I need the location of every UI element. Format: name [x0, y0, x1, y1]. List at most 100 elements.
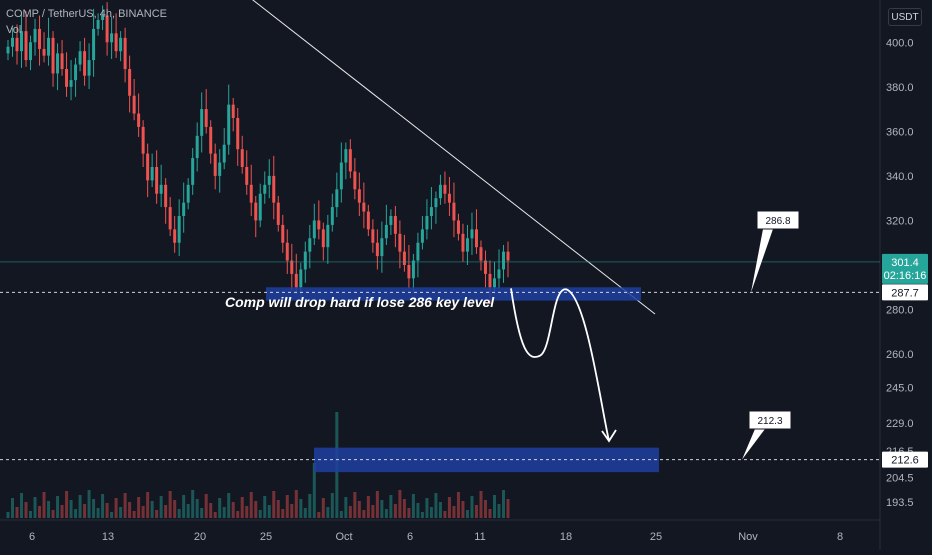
candle-body — [15, 37, 19, 52]
volume-bar — [393, 504, 397, 518]
volume-bar — [209, 503, 213, 518]
volume-bar — [204, 494, 208, 518]
volume-bar — [74, 509, 78, 518]
volume-bar — [20, 493, 24, 518]
volume-bar — [339, 511, 343, 518]
x-tick-label: 8 — [837, 531, 843, 543]
candle-body — [402, 251, 406, 265]
analysis-annotation: Comp will drop hard if lose 286 key leve… — [225, 294, 495, 310]
candle-body — [209, 126, 213, 154]
volume-bar — [290, 504, 294, 518]
candle-body — [110, 33, 114, 43]
volume-bar — [227, 493, 231, 518]
volume-bar — [420, 512, 424, 518]
volume-bar — [276, 500, 280, 518]
candle-body — [20, 31, 24, 52]
candle-body — [114, 33, 118, 52]
volume-bar — [218, 498, 222, 518]
candle-body — [501, 251, 505, 270]
volume-bar — [303, 508, 307, 518]
volume-bar — [294, 490, 298, 518]
candle-body — [389, 216, 393, 225]
candle-body — [398, 233, 402, 252]
volume-bar — [137, 497, 141, 518]
volume-bar — [119, 507, 123, 518]
candle-body — [231, 104, 235, 118]
volume-bar — [258, 510, 262, 518]
volume-legend: Vol — [6, 24, 22, 36]
candle-body — [339, 162, 343, 190]
volume-bar — [425, 498, 429, 518]
volume-bar — [105, 503, 109, 518]
candle-body — [92, 28, 96, 61]
candle-body — [375, 242, 379, 257]
volume-bar — [308, 494, 312, 518]
volume-bar — [128, 502, 132, 518]
candle-body — [240, 149, 244, 167]
volume-bar — [132, 511, 136, 518]
y-tick-label: 229.0 — [886, 418, 914, 430]
candle-body — [353, 171, 357, 190]
callout-second: 212.3 — [742, 410, 792, 460]
volume-bar — [263, 496, 267, 518]
candle-body — [312, 220, 316, 239]
price-tag-box — [882, 253, 928, 284]
candle-body — [362, 202, 366, 212]
y-tick-label: 193.5 — [886, 497, 914, 509]
candle-body — [78, 51, 82, 65]
volume-bar — [371, 505, 375, 518]
candle-body — [290, 260, 294, 274]
volume-bar — [483, 500, 487, 518]
candle-body — [380, 238, 384, 257]
volume-bar — [344, 497, 348, 518]
candle-body — [83, 51, 87, 76]
candle-body — [483, 260, 487, 274]
volume-bar — [443, 511, 447, 518]
volume-bar — [33, 497, 37, 518]
callout-box — [756, 210, 800, 230]
volume-bar — [60, 505, 64, 518]
callout-box — [748, 410, 792, 430]
volume-bar — [348, 506, 352, 518]
x-tick-label: Nov — [738, 531, 758, 543]
volume-bar — [321, 498, 325, 518]
volume-bar — [375, 491, 379, 518]
candle-body — [348, 149, 352, 172]
candle-body — [47, 37, 51, 56]
candle-body — [276, 202, 280, 225]
volume-bar — [240, 497, 244, 518]
volume-bar — [380, 500, 384, 518]
volume-bar — [461, 501, 465, 518]
y-tick-label: 260.0 — [886, 349, 914, 361]
x-tick-label: 25 — [650, 531, 662, 543]
candle-body — [429, 207, 433, 216]
candle-body — [443, 184, 447, 194]
volume-bar — [92, 499, 96, 518]
candle-body — [272, 175, 276, 203]
candle-body — [137, 113, 141, 127]
volume-bar — [231, 502, 235, 518]
candle-body — [29, 42, 33, 61]
candle-body — [344, 149, 348, 163]
currency-button[interactable]: USDT — [888, 8, 922, 26]
candle-body — [407, 265, 411, 279]
candle-body — [506, 251, 510, 261]
candle-body — [182, 202, 186, 216]
candle-body — [434, 198, 438, 208]
volume-bar — [123, 493, 127, 518]
volume-bar — [47, 501, 51, 518]
candle-body — [51, 37, 55, 74]
candle-body — [366, 211, 370, 230]
candle-body — [213, 153, 217, 176]
candle-body — [470, 229, 474, 239]
volume-bar — [78, 495, 82, 518]
candle-body — [60, 53, 64, 69]
support-tag-lower: 212.6 — [882, 451, 928, 468]
candle-body — [101, 15, 105, 20]
volume-bar — [434, 493, 438, 518]
volume-bar — [407, 508, 411, 518]
candle-body — [105, 15, 109, 43]
candle-body — [159, 184, 163, 194]
